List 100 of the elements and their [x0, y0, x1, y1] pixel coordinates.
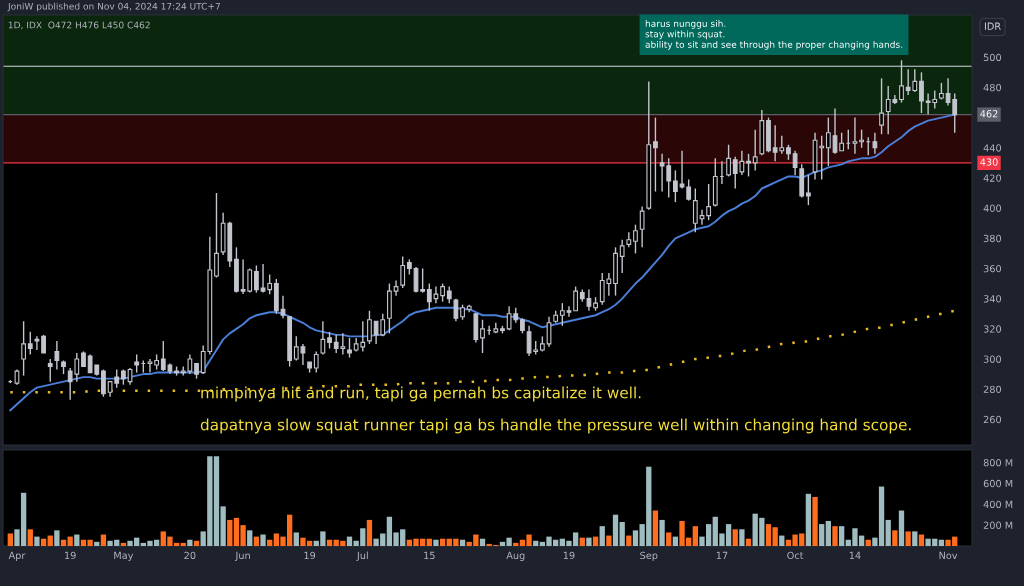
candlestick [825, 116, 831, 167]
text: 1D, IDX O472 H476 L450 C462 [8, 21, 150, 30]
candlestick [859, 128, 864, 149]
y-tick-label: 320 [983, 325, 1002, 333]
y-tick-label: 340 [983, 295, 1002, 303]
bar [187, 539, 193, 546]
candlestick [254, 264, 259, 294]
candlestick [879, 77, 884, 135]
bar [612, 514, 619, 546]
bar [692, 526, 698, 546]
bar [912, 531, 918, 546]
candlestick [619, 239, 625, 274]
bar [652, 510, 659, 546]
candlestick [872, 131, 878, 155]
bar [819, 524, 825, 546]
bar [34, 536, 40, 546]
bar [60, 539, 67, 546]
bar [745, 538, 752, 546]
bar [100, 534, 107, 546]
bar [619, 522, 625, 546]
y-tick-label: 400 [983, 204, 1002, 212]
x-tick-label: Jun [234, 551, 250, 561]
candlestick [672, 169, 678, 203]
candlestick [320, 320, 326, 356]
candlestick [41, 334, 46, 354]
candlestick [839, 131, 845, 152]
candlestick [726, 144, 731, 178]
y-tick-label: 400 M [983, 500, 1013, 509]
x-tick-label: 19 [563, 551, 575, 560]
ref-line-label: 430 [980, 158, 998, 166]
y-tick-label: 300 [983, 355, 1002, 363]
x-tick-label: 19 [304, 551, 316, 560]
candlestick [347, 337, 352, 359]
y-tick-label: 280 [983, 385, 1002, 394]
bar [586, 537, 592, 546]
bar [479, 538, 486, 546]
bar [606, 535, 612, 546]
candlestick [101, 368, 106, 398]
y-tick-label: 380 [983, 234, 1002, 243]
x-tick-label: Oct [787, 551, 804, 560]
candlestick [400, 255, 406, 289]
candlestick [746, 153, 751, 178]
candlestick [639, 205, 645, 249]
y-axis-title: IDR [984, 22, 1001, 30]
bar [247, 530, 253, 546]
candlestick [633, 224, 638, 255]
annotation: mimpinya hit and run, tapi ga pernah bs capitalize it well. [201, 386, 641, 402]
bar [74, 534, 80, 546]
x-tick-label: Jul [356, 551, 368, 561]
candlestick [806, 174, 811, 206]
x-tick-label: 14 [849, 551, 861, 559]
bar [898, 510, 905, 546]
annotation: dapatnya slow squat runner tapi ga bs handle the pressure well within changing hand scope. [200, 418, 911, 434]
bar [672, 536, 679, 546]
bar [366, 519, 373, 546]
candlestick [792, 150, 798, 176]
y-tick-label: 260 [983, 415, 1002, 424]
bar [825, 520, 832, 546]
bar [7, 533, 13, 546]
y-tick-label: 480 [983, 83, 1002, 92]
bar [918, 534, 925, 546]
candlestick [852, 116, 858, 155]
candlestick [573, 285, 579, 312]
candlestick [653, 116, 658, 193]
x-tick-label: Apr [8, 551, 26, 561]
bar [40, 538, 47, 546]
bar [905, 531, 911, 546]
bar [227, 519, 233, 546]
candlestick [147, 358, 153, 374]
candlestick [21, 320, 27, 377]
x-tick-label: 17 [716, 551, 728, 559]
candlestick [367, 310, 372, 345]
bar [94, 541, 100, 546]
candlestick [27, 331, 33, 356]
x-tick-label: Nov [939, 551, 958, 560]
x-tick-label: May [114, 551, 134, 561]
x-tick-label: 19 [65, 551, 76, 560]
bar [812, 496, 818, 546]
candlestick [919, 71, 924, 114]
bar [67, 536, 73, 546]
bar [433, 539, 439, 546]
candlestick [440, 282, 445, 303]
bar [805, 493, 812, 546]
candlestick [752, 128, 758, 172]
bar [426, 538, 432, 546]
bar [439, 538, 446, 546]
bar [260, 534, 266, 546]
bar [326, 539, 333, 546]
y-tick-label: 420 [983, 174, 1002, 182]
candlestick [480, 319, 485, 354]
bar [54, 530, 60, 546]
bar [599, 526, 605, 546]
bar [739, 529, 745, 546]
x-tick-label: 15 [424, 551, 435, 560]
x-tick-label: 20 [184, 551, 196, 560]
candlestick [54, 340, 60, 371]
bar [838, 526, 845, 546]
bar [592, 536, 599, 546]
bar [27, 529, 33, 546]
candlestick [47, 358, 53, 383]
